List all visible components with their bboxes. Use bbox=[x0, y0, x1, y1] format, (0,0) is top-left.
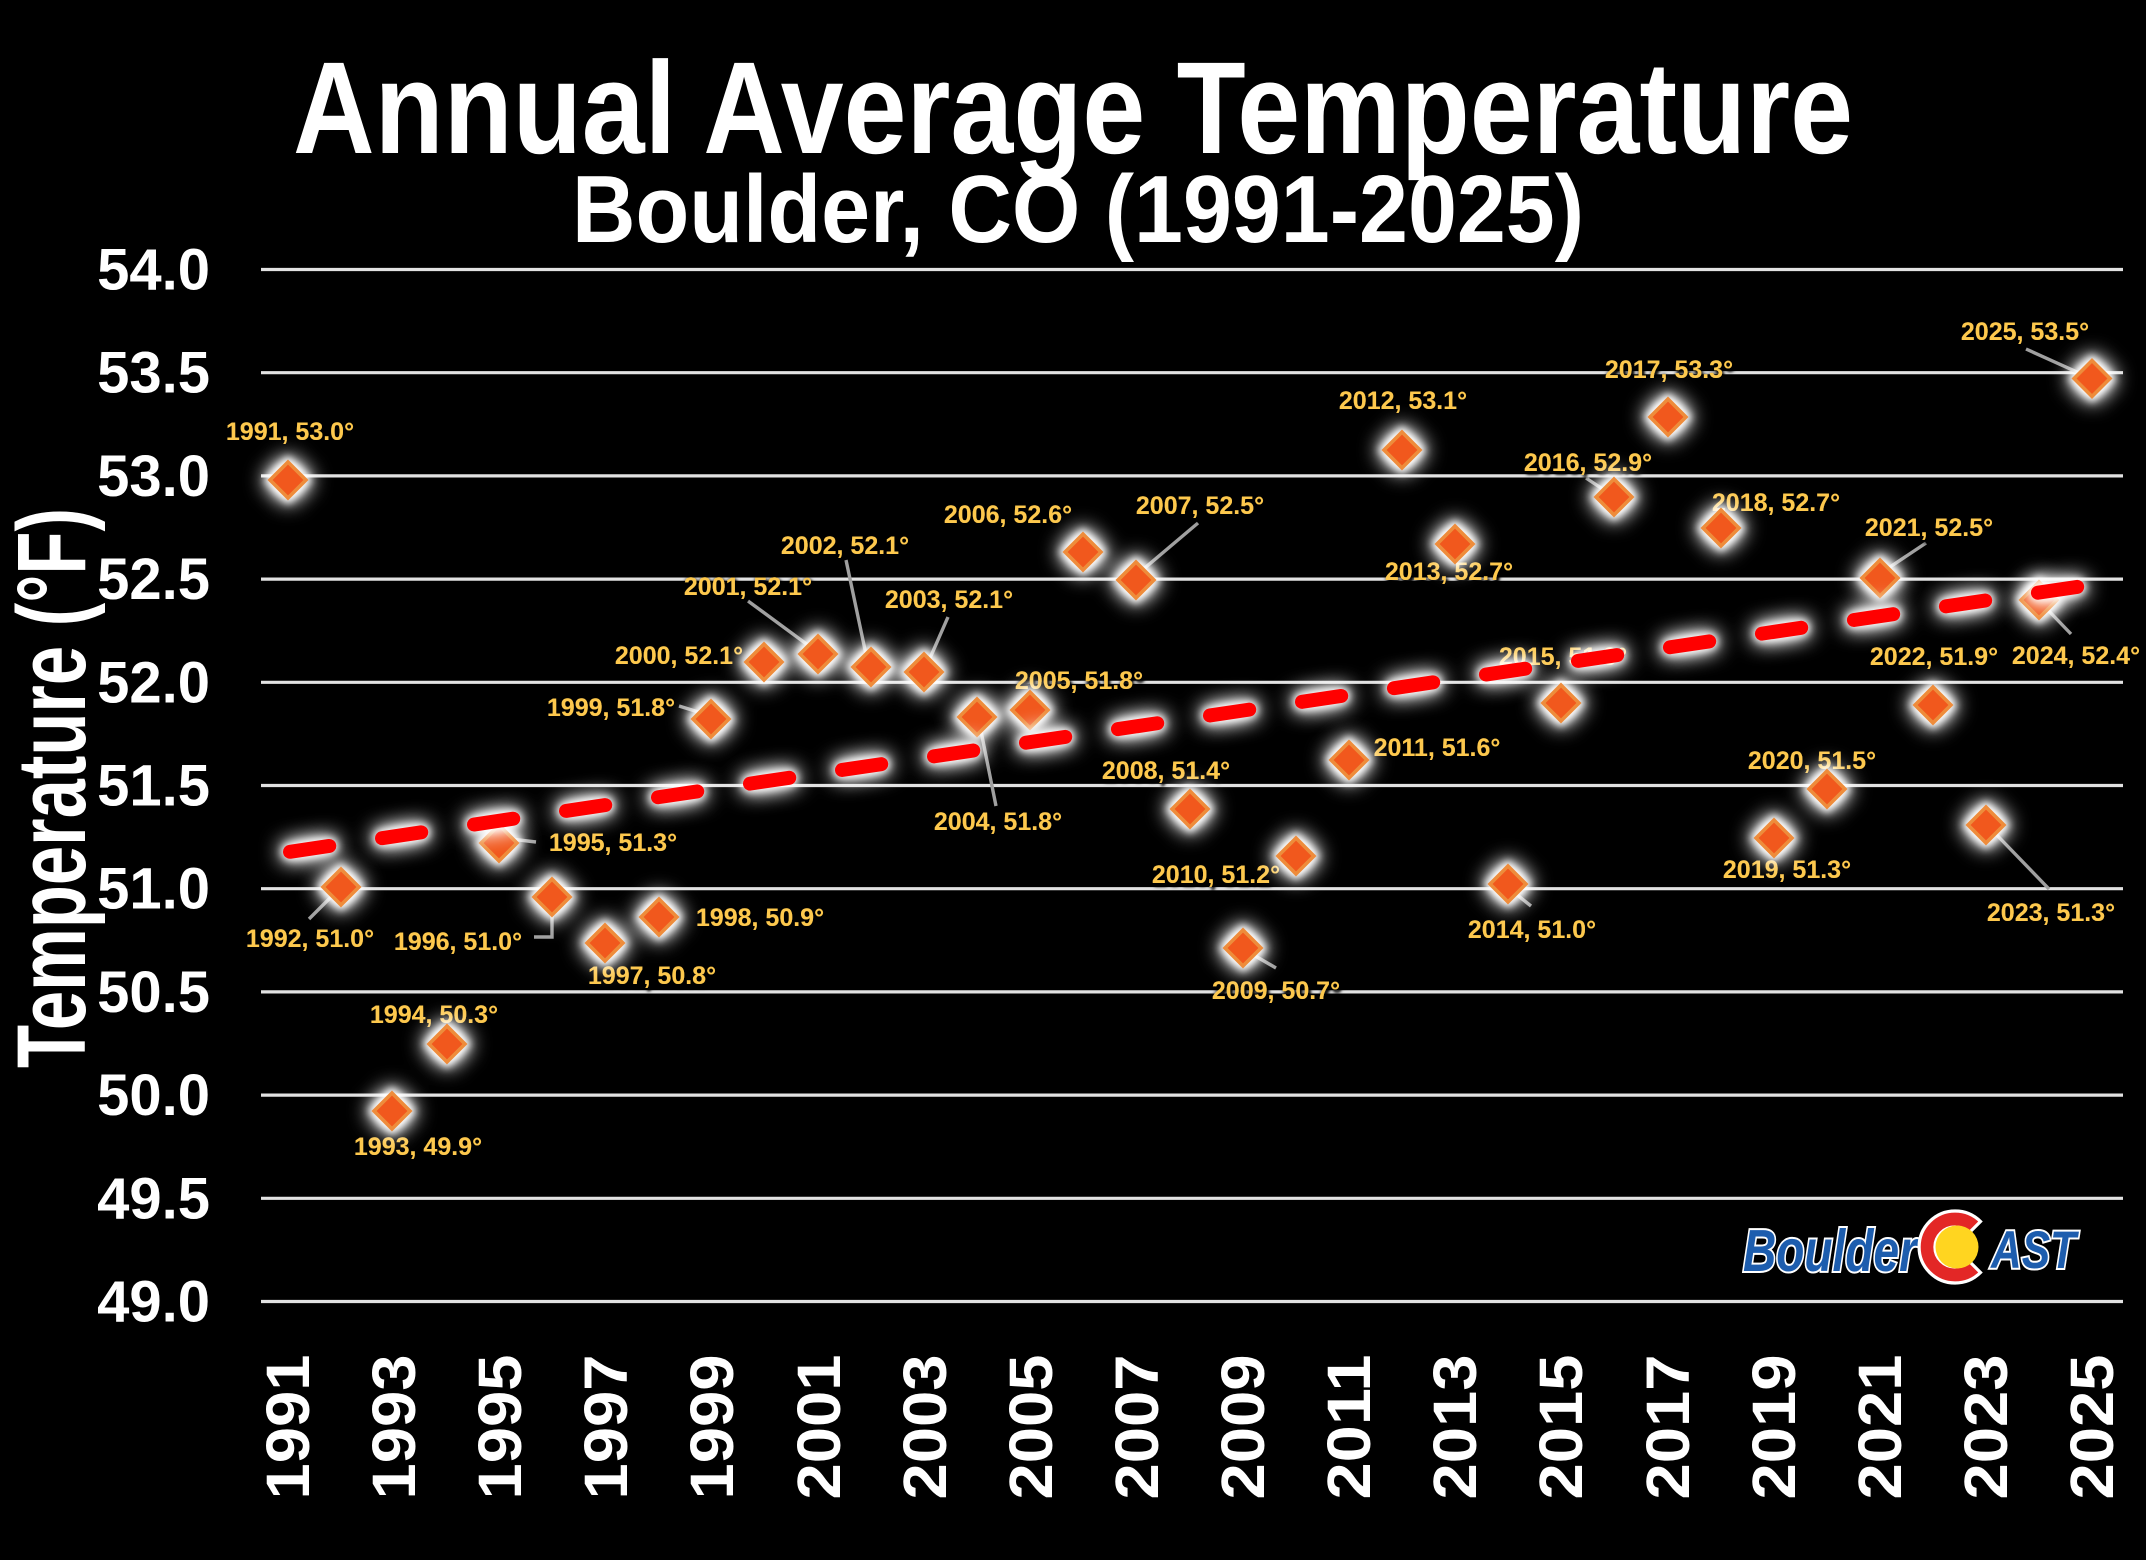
svg-text:Annual Average Temperature: Annual Average Temperature bbox=[293, 34, 1853, 181]
svg-text:1995: 1995 bbox=[466, 1355, 534, 1500]
svg-text:2010, 51.2°: 2010, 51.2° bbox=[1152, 861, 1280, 889]
svg-text:2002, 52.1°: 2002, 52.1° bbox=[781, 532, 909, 560]
svg-text:50.5: 50.5 bbox=[97, 960, 210, 1025]
svg-text:2001, 52.1°: 2001, 52.1° bbox=[684, 573, 812, 601]
svg-text:2007: 2007 bbox=[1103, 1355, 1171, 1500]
svg-text:2009, 50.7°: 2009, 50.7° bbox=[1212, 977, 1340, 1005]
svg-text:1995, 51.3°: 1995, 51.3° bbox=[549, 829, 677, 857]
svg-text:2015: 2015 bbox=[1527, 1355, 1595, 1500]
svg-text:2005, 51.8°: 2005, 51.8° bbox=[1015, 667, 1143, 695]
svg-text:2004, 51.8°: 2004, 51.8° bbox=[934, 808, 1062, 836]
svg-text:2001: 2001 bbox=[785, 1355, 853, 1500]
svg-text:2003: 2003 bbox=[891, 1355, 959, 1500]
svg-text:1993, 49.9°: 1993, 49.9° bbox=[354, 1133, 482, 1161]
svg-text:53.0: 53.0 bbox=[97, 444, 210, 509]
svg-text:1998, 50.9°: 1998, 50.9° bbox=[696, 904, 824, 932]
svg-text:53.5: 53.5 bbox=[97, 341, 210, 406]
svg-text:2019: 2019 bbox=[1740, 1355, 1808, 1500]
svg-text:2012, 53.1°: 2012, 53.1° bbox=[1339, 387, 1467, 415]
svg-text:1993: 1993 bbox=[360, 1355, 428, 1500]
svg-text:50.0: 50.0 bbox=[97, 1063, 210, 1128]
svg-text:2024, 52.4°: 2024, 52.4° bbox=[2012, 642, 2140, 670]
svg-text:1992, 51.0°: 1992, 51.0° bbox=[246, 925, 374, 953]
svg-text:2013, 52.7°: 2013, 52.7° bbox=[1385, 558, 1513, 586]
svg-text:2023, 51.3°: 2023, 51.3° bbox=[1987, 899, 2115, 927]
svg-text:2023: 2023 bbox=[1952, 1355, 2020, 1500]
svg-text:2017, 53.3°: 2017, 53.3° bbox=[1605, 356, 1733, 384]
svg-text:1999: 1999 bbox=[678, 1355, 746, 1500]
svg-text:51.5: 51.5 bbox=[97, 754, 210, 819]
svg-text:Boulder, CO (1991-2025): Boulder, CO (1991-2025) bbox=[572, 156, 1584, 263]
svg-text:51.0: 51.0 bbox=[97, 857, 210, 922]
svg-text:52.0: 52.0 bbox=[97, 650, 210, 715]
svg-text:54.0: 54.0 bbox=[97, 238, 210, 303]
svg-text:2018, 52.7°: 2018, 52.7° bbox=[1712, 489, 1840, 517]
svg-text:2006, 52.6°: 2006, 52.6° bbox=[944, 501, 1072, 529]
svg-text:2005: 2005 bbox=[997, 1355, 1065, 1500]
svg-text:2011: 2011 bbox=[1315, 1355, 1383, 1500]
svg-text:1991, 53.0°: 1991, 53.0° bbox=[226, 418, 354, 446]
svg-text:1999, 51.8°: 1999, 51.8° bbox=[547, 694, 675, 722]
svg-text:2011, 51.6°: 2011, 51.6° bbox=[1374, 734, 1501, 762]
svg-text:52.5: 52.5 bbox=[97, 547, 210, 612]
svg-text:2013: 2013 bbox=[1421, 1355, 1489, 1500]
svg-text:2020, 51.5°: 2020, 51.5° bbox=[1748, 747, 1876, 775]
svg-text:2000, 52.1°: 2000, 52.1° bbox=[615, 642, 743, 670]
svg-text:Boulder: Boulder bbox=[1743, 1218, 1919, 1284]
svg-text:2003, 52.1°: 2003, 52.1° bbox=[885, 586, 1013, 614]
svg-text:2008, 51.4°: 2008, 51.4° bbox=[1102, 757, 1230, 785]
svg-text:2009: 2009 bbox=[1209, 1355, 1277, 1500]
svg-text:2025, 53.5°: 2025, 53.5° bbox=[1961, 318, 2089, 346]
svg-text:2007, 52.5°: 2007, 52.5° bbox=[1136, 492, 1264, 520]
svg-text:1991: 1991 bbox=[254, 1355, 322, 1500]
svg-text:2016, 52.9°: 2016, 52.9° bbox=[1524, 449, 1652, 477]
svg-text:2022, 51.9°: 2022, 51.9° bbox=[1870, 643, 1998, 671]
svg-text:2017: 2017 bbox=[1634, 1355, 1702, 1500]
svg-text:2021, 52.5°: 2021, 52.5° bbox=[1865, 514, 1993, 542]
svg-text:AST: AST bbox=[1989, 1221, 2079, 1280]
svg-text:1996, 51.0°: 1996, 51.0° bbox=[394, 928, 522, 956]
svg-text:2014, 51.0°: 2014, 51.0° bbox=[1468, 916, 1596, 944]
svg-text:2025: 2025 bbox=[2058, 1355, 2126, 1500]
svg-text:49.0: 49.0 bbox=[97, 1270, 210, 1335]
svg-text:Temperature (°F): Temperature (°F) bbox=[0, 508, 106, 1068]
svg-text:1997, 50.8°: 1997, 50.8° bbox=[588, 962, 716, 990]
svg-text:1994, 50.3°: 1994, 50.3° bbox=[370, 1001, 498, 1029]
svg-text:2019, 51.3°: 2019, 51.3° bbox=[1723, 856, 1851, 884]
svg-text:2021: 2021 bbox=[1846, 1355, 1914, 1500]
svg-text:49.5: 49.5 bbox=[97, 1166, 210, 1231]
svg-text:1997: 1997 bbox=[572, 1355, 640, 1500]
